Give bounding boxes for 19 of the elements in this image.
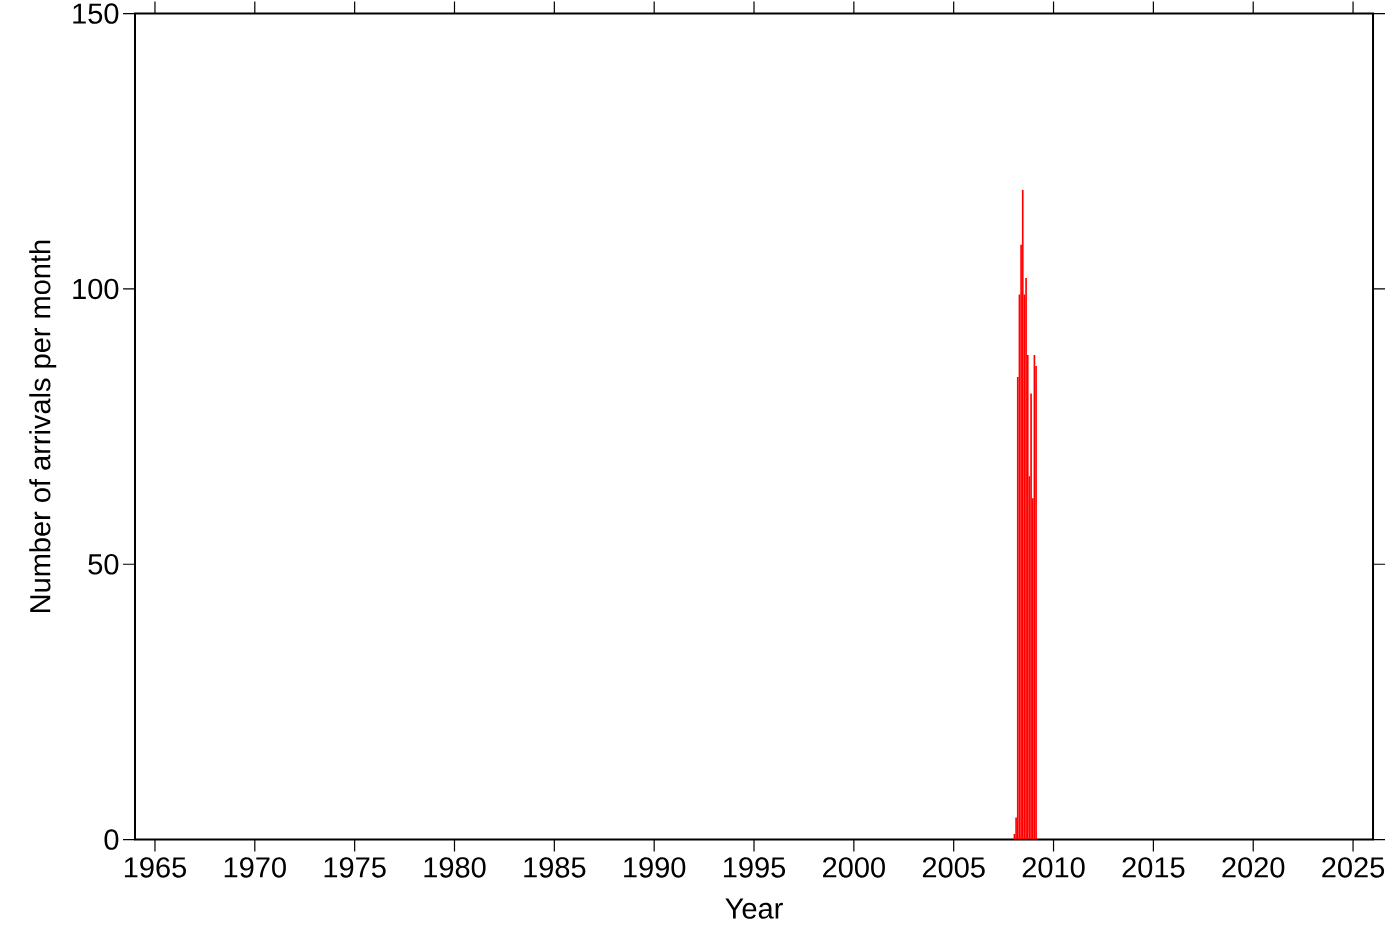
- x-tick-label: 2005: [922, 857, 985, 878]
- x-tick-label: 1995: [723, 857, 786, 878]
- x-tick-label: 1985: [524, 857, 586, 878]
- x-tick-label: 1975: [324, 857, 386, 878]
- x-tick-label: 1970: [224, 857, 286, 878]
- y-tick-label: 50: [88, 554, 119, 575]
- x-tick-label: 1965: [124, 857, 186, 878]
- y-tick-label: 0: [104, 829, 119, 851]
- x-axis-title: Year: [725, 898, 783, 919]
- y-tick-label: 150: [73, 3, 119, 25]
- x-tick-label: 2020: [1222, 857, 1285, 878]
- y-axis-title: Number of arrivals per month: [29, 240, 57, 613]
- x-tick-label: 2000: [823, 857, 885, 878]
- x-tick-label: 1990: [624, 857, 686, 878]
- x-tick-label: 1980: [424, 857, 486, 878]
- x-tick-label: 2015: [1122, 857, 1185, 878]
- x-tick-label: 2025: [1322, 857, 1385, 878]
- x-tick-label: 2010: [1022, 857, 1085, 878]
- y-tick-label: 100: [73, 278, 119, 300]
